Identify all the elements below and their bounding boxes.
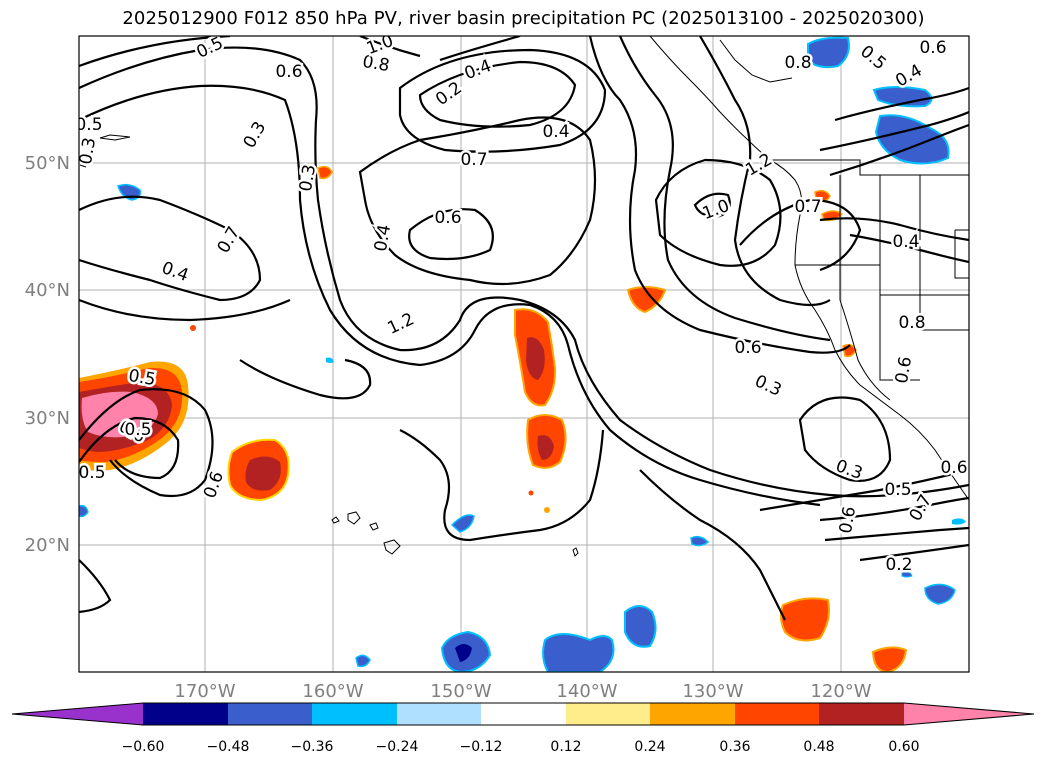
contour-label-halo: 0.6 [734,338,761,358]
lon-label: 140°W [556,681,617,702]
colorbar-segment [228,703,312,725]
precip-shading [79,36,966,672]
lon-label: 120°W [810,681,871,702]
colorbar-segment [312,703,397,725]
contour-label-halo: 0.6 [434,208,461,228]
contour-label: 0.3 [296,163,320,193]
contour-label-halo: 0.7 [794,197,821,217]
contour-label: 0.6 [734,338,761,358]
colorbar: −0.60 −0.48 −0.36 −0.24 −0.12 0.12 0.24 … [11,702,1035,755]
contour-label-halo: 0.5 [884,480,911,500]
coastlines [79,36,969,557]
plot-frame [78,35,970,673]
contour-label: 0.8 [784,53,811,73]
contour-label-halo: 0.3 [76,136,100,166]
lat-label: 20°N [25,535,70,556]
contour-label: 0.8 [361,52,391,76]
colorbar-segment [481,703,566,725]
colorbar-tick: 0.12 [550,739,581,755]
contour-label: 0.6 [892,355,916,385]
contour-label-halo: 0.6 [940,458,967,478]
colorbar-tick: 0.60 [888,739,919,755]
contour-label: 0.5 [884,480,911,500]
contour-label-halo: 0.8 [361,52,391,76]
contour-label: 0.5 [127,366,157,390]
colorbar-segment [735,703,819,725]
colorbar-outline [11,702,1035,726]
lon-label: 130°W [682,681,743,702]
colorbar-tick: 0.24 [634,739,665,755]
colorbar-tick: −0.60 [122,739,165,755]
colorbar-tick: −0.12 [460,739,503,755]
contour-label: 0.4 [892,232,919,252]
contour-label-halo: 0.5 [75,115,102,135]
colorbar-extend-high [904,703,1034,725]
contour-label: 0.6 [919,38,946,58]
contour-label: 0.3 [76,136,100,166]
lat-label: 40°N [25,280,70,301]
contour-label-halo: 0.6 [919,38,946,58]
colorbar-tick: −0.48 [207,739,250,755]
lat-label: 50°N [25,153,70,174]
colorbar-segment [143,703,228,725]
contour-label: 0.4 [371,223,395,253]
map-title: 2025012900 F012 850 hPa PV, river basin … [122,8,925,29]
colorbar-tick: −0.24 [376,739,419,755]
colorbar-extend-low [12,703,143,725]
lon-label: 160°W [302,681,363,702]
colorbar-segment [566,703,650,725]
contour-label: 0.6 [434,208,461,228]
lat-axis: 50°N 40°N 30°N 20°N [25,153,70,556]
contour-label: 0.5 [124,420,151,440]
contour-label-halo: 0.4 [542,122,569,142]
colorbar-segment [819,703,904,725]
contour-label-halo: 0.8 [898,313,925,333]
contour-label-halo: 0.5 [78,463,105,483]
contour-label-halo: 0.7 [460,150,487,170]
colorbar-tick: 0.36 [719,739,750,755]
contour-label-halo: 0.6 [275,62,302,82]
contour-label: 0.8 [898,313,925,333]
contour-label: 0.6 [275,62,302,82]
pv-contours [79,36,969,621]
lon-label: 150°W [430,681,491,702]
contour-label: 0.6 [940,458,967,478]
contour-label: 0.5 [78,463,105,483]
lat-label: 30°N [25,408,70,429]
contour-label: 0.7 [460,150,487,170]
lon-label: 170°W [174,681,235,702]
colorbar-segment [650,703,735,725]
colorbar-tick: 0.48 [803,739,834,755]
contour-label-halo: 0.4 [371,223,395,253]
contour-label: 0.5 [75,115,102,135]
contour-label: 0.6 [836,505,860,535]
gridlines [79,36,969,672]
contour-label-halo: 0.8 [784,53,811,73]
contour-label: 0.4 [542,122,569,142]
contour-label: 0.7 [794,197,821,217]
contour-label-halo: 0.2 [885,555,912,575]
contour-label-halo: 0.4 [892,232,919,252]
colorbar-segment [397,703,481,725]
contour-label-halo: 0.5 [124,420,151,440]
lon-axis: 170°W 160°W 150°W 140°W 130°W 120°W [174,681,871,702]
colorbar-tick: −0.36 [291,739,334,755]
contour-label: 0.2 [885,555,912,575]
